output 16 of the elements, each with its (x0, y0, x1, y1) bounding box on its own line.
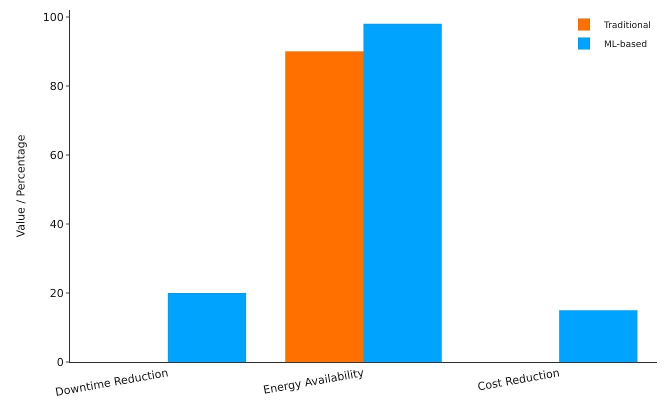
y-tick-label: 20 (50, 286, 64, 300)
y-tick-label: 60 (50, 148, 64, 162)
bar (285, 51, 364, 362)
y-axis-title: Value / Percentage (14, 134, 28, 238)
x-tick-label: Downtime Reduction (54, 366, 170, 399)
y-tick-label: 100 (42, 10, 64, 24)
bar (559, 310, 638, 362)
bar (168, 292, 246, 362)
bar (364, 24, 442, 362)
y-tick-label: 40 (50, 218, 64, 231)
legend-label: ML-based (604, 40, 648, 50)
x-tick-label: Cost Reduction (476, 366, 561, 394)
legend-label: Traditional (603, 21, 651, 32)
y-tick-label: 80 (50, 80, 64, 93)
x-tick-label: Energy Availability (262, 366, 366, 397)
y-tick-label: 0 (56, 356, 64, 369)
